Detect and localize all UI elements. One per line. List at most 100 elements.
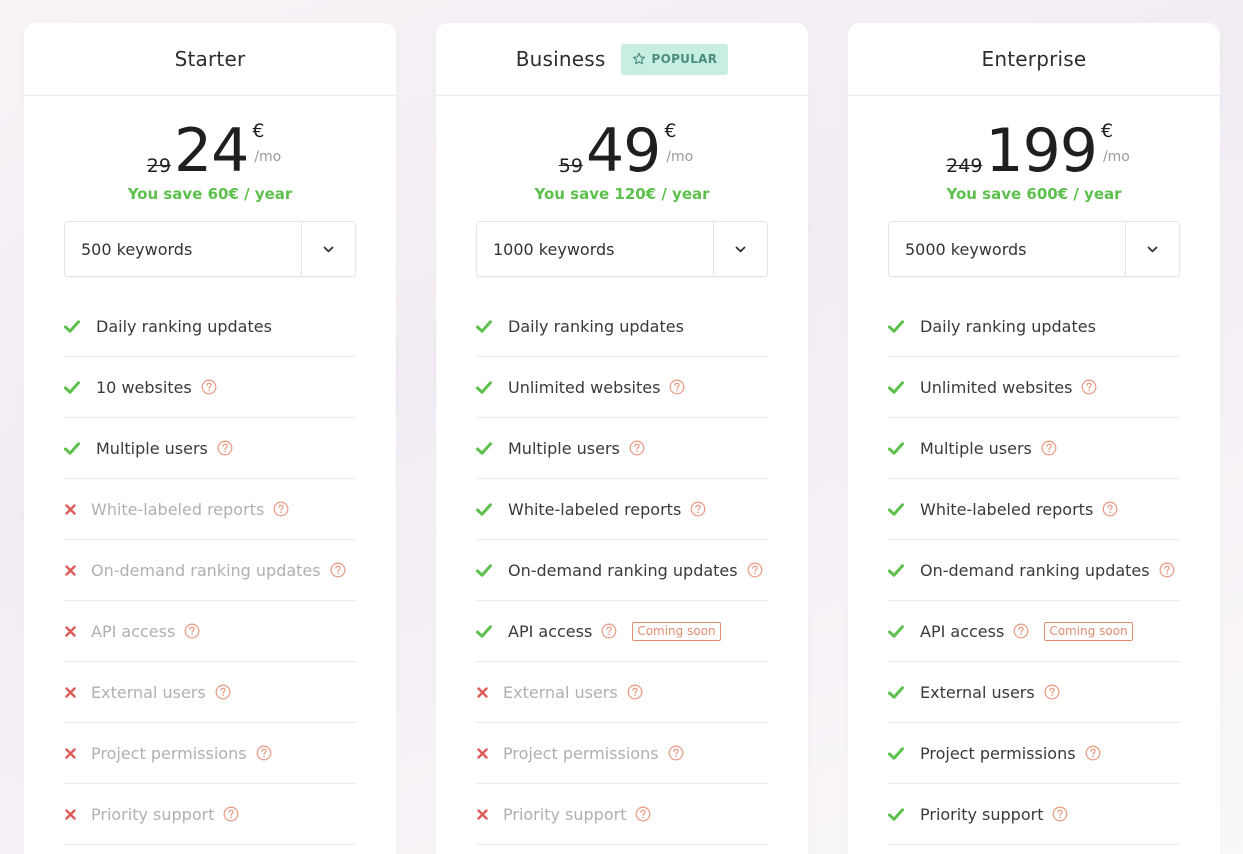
help-circle-icon[interactable] — [635, 806, 651, 822]
help-circle-icon[interactable] — [201, 379, 217, 395]
plan-header: Enterprise — [848, 23, 1220, 96]
help-circle-icon[interactable] — [217, 440, 233, 456]
keywords-dropdown-button[interactable] — [301, 222, 355, 276]
keywords-select-value[interactable]: 1000 keywords — [493, 239, 615, 259]
help-circle-icon[interactable] — [223, 806, 239, 822]
feature-label: Daily ranking updates — [920, 316, 1096, 336]
currency-symbol: € — [1100, 120, 1114, 142]
feature-item: Unlimited websites — [888, 357, 1180, 418]
feature-item: External users — [476, 662, 768, 723]
check-icon — [476, 319, 492, 333]
feature-item: Multiple users — [476, 418, 768, 479]
help-circle-icon[interactable] — [1159, 562, 1175, 578]
feature-item: Project permissions — [888, 723, 1180, 784]
help-circle-icon[interactable] — [1102, 501, 1118, 517]
check-icon — [888, 319, 904, 333]
check-icon — [888, 807, 904, 821]
help-circle-icon[interactable] — [1085, 745, 1101, 761]
savings-text: You save 600€ / year — [946, 185, 1122, 203]
popular-badge: POPULAR — [621, 43, 729, 75]
check-icon — [888, 624, 904, 638]
feature-label: On-demand ranking updates — [508, 560, 738, 580]
plan-card-enterprise: Enterprise 249 199 € /mo You save 600€ / year… — [848, 23, 1220, 854]
help-circle-icon[interactable] — [627, 684, 643, 700]
help-circle-icon[interactable] — [601, 623, 617, 639]
feature-label: 10 websites — [96, 377, 192, 397]
cross-icon — [64, 686, 76, 698]
keywords-dropdown-button[interactable] — [713, 222, 767, 276]
help-circle-icon[interactable] — [747, 562, 763, 578]
feature-label: On-demand ranking updates — [91, 560, 321, 580]
feature-item: API access — [64, 601, 356, 662]
old-price: 249 — [946, 155, 983, 177]
feature-item: Priority support — [888, 784, 1180, 845]
old-price: 59 — [558, 155, 583, 177]
help-circle-icon[interactable] — [215, 684, 231, 700]
chevron-down-icon — [323, 246, 334, 253]
feature-item: White-labeled reports — [476, 479, 768, 540]
help-circle-icon[interactable] — [1081, 379, 1097, 395]
keywords-select-value[interactable]: 5000 keywords — [905, 239, 1027, 259]
keywords-select[interactable]: 1000 keywords — [476, 221, 768, 277]
star-icon — [632, 52, 646, 66]
plan-header: Business POPULAR — [436, 23, 808, 96]
help-circle-icon[interactable] — [668, 745, 684, 761]
keywords-dropdown-button[interactable] — [1125, 222, 1179, 276]
cross-icon — [476, 808, 488, 820]
feature-item: White-labeled reports — [888, 479, 1180, 540]
check-icon — [476, 502, 492, 516]
feature-label: Project permissions — [920, 743, 1076, 763]
cross-icon — [64, 808, 76, 820]
billing-period: /mo — [666, 149, 694, 165]
help-circle-icon[interactable] — [629, 440, 645, 456]
feature-label: White-labeled reports — [920, 499, 1094, 519]
cross-icon — [476, 686, 488, 698]
feature-label: Daily ranking updates — [96, 316, 272, 336]
current-price: 24 — [173, 116, 249, 186]
feature-label: Project permissions — [503, 743, 659, 763]
feature-item: 10 websites — [64, 357, 356, 418]
help-circle-icon[interactable] — [1044, 684, 1060, 700]
help-circle-icon[interactable] — [669, 379, 685, 395]
feature-label: On-demand ranking updates — [920, 560, 1150, 580]
savings-text: You save 120€ / year — [534, 185, 710, 203]
coming-soon-badge: Coming soon — [1044, 621, 1133, 641]
help-circle-icon[interactable] — [1041, 440, 1057, 456]
help-circle-icon[interactable] — [256, 745, 272, 761]
check-icon — [64, 380, 80, 394]
check-icon — [888, 441, 904, 455]
check-icon — [888, 502, 904, 516]
check-icon — [64, 441, 80, 455]
help-circle-icon[interactable] — [273, 501, 289, 517]
feature-list: Daily ranking updates Unlimited websites M… — [476, 296, 768, 845]
help-circle-icon[interactable] — [184, 623, 200, 639]
keywords-select[interactable]: 5000 keywords — [888, 221, 1180, 277]
feature-item: External users — [64, 662, 356, 723]
help-circle-icon[interactable] — [330, 562, 346, 578]
feature-item: Multiple users — [888, 418, 1180, 479]
price-suffix: € /mo — [252, 120, 281, 165]
check-icon — [476, 441, 492, 455]
coming-soon-badge: Coming soon — [632, 621, 721, 641]
current-price: 49 — [585, 116, 661, 186]
price: 249 199 €/mo — [848, 120, 1220, 182]
cross-icon — [64, 564, 76, 576]
feature-item: Priority support — [476, 784, 768, 845]
keywords-select[interactable]: 500 keywords — [64, 221, 356, 277]
feature-item: On-demand ranking updates — [888, 540, 1180, 601]
check-icon — [888, 563, 904, 577]
feature-item: Project permissions — [476, 723, 768, 784]
feature-label: Priority support — [91, 804, 215, 824]
check-icon — [888, 746, 904, 760]
feature-list: Daily ranking updates 10 websites Multiple… — [64, 296, 356, 845]
feature-item: External users — [888, 662, 1180, 723]
help-circle-icon[interactable] — [690, 501, 706, 517]
keywords-select-value[interactable]: 500 keywords — [81, 239, 193, 259]
feature-item: Multiple users — [64, 418, 356, 479]
plan-card-business: Business POPULAR 59 49 € /mo You save 120€ / y… — [436, 23, 808, 854]
feature-label: Project permissions — [91, 743, 247, 763]
feature-label: Unlimited websites — [508, 377, 661, 397]
billing-period: /mo — [254, 149, 282, 165]
help-circle-icon[interactable] — [1052, 806, 1068, 822]
help-circle-icon[interactable] — [1013, 623, 1029, 639]
